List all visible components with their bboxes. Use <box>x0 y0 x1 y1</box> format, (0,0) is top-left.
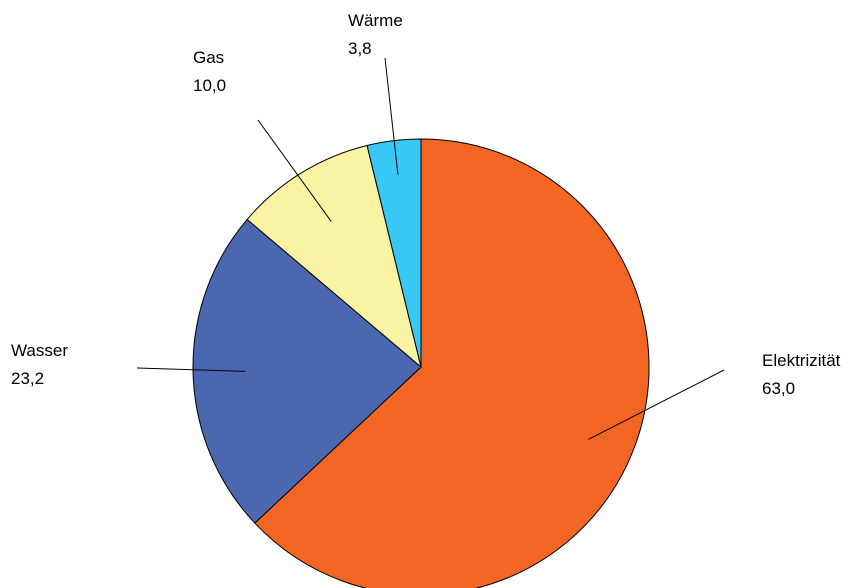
leader-line-wasser <box>136 367 246 372</box>
leader-line-waerme <box>384 57 399 175</box>
label-elektrizitaet-name: Elektrizität <box>762 351 841 370</box>
label-elektrizitaet-value: 63,0 <box>762 379 795 398</box>
label-wasser-value: 23,2 <box>11 369 44 388</box>
pie-slice-gas <box>246 144 422 369</box>
label-waerme-name: Wärme <box>348 11 403 30</box>
label-gas-name: Gas <box>193 48 224 67</box>
leader-lines <box>136 57 725 440</box>
pie-slice-elektrizitaet <box>254 138 650 588</box>
label-wasser-name: Wasser <box>11 341 68 360</box>
label-waerme-value: 3,8 <box>348 39 372 58</box>
leader-line-gas <box>257 119 332 222</box>
label-gas-value: 10,0 <box>193 76 226 95</box>
leader-line-elektrizitaet <box>588 369 725 440</box>
pie-slice-wasser <box>192 218 422 524</box>
pie-slices <box>192 138 650 588</box>
